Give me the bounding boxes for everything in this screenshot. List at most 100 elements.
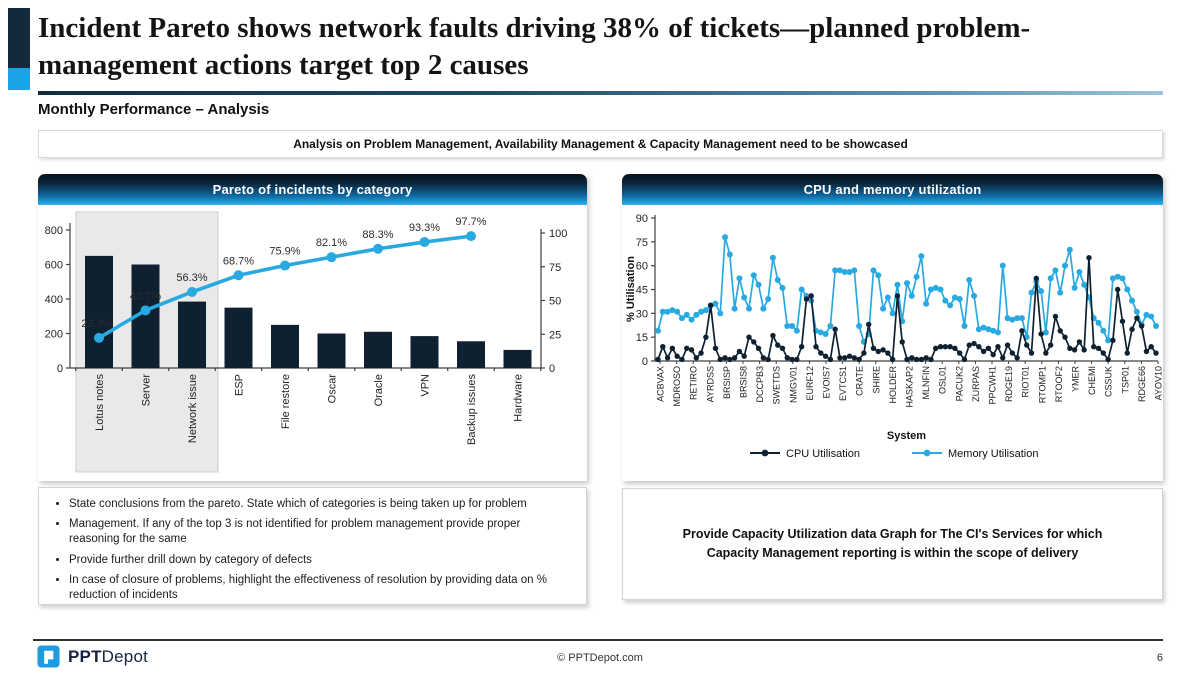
svg-text:File restore: File restore [280,374,292,429]
pareto-bars [85,255,532,368]
svg-text:800: 800 [45,225,63,237]
pareto-panel-title: Pareto of incidents by category [212,182,413,197]
svg-text:RTOMP1: RTOMP1 [1037,366,1047,403]
svg-text:ZURPAS: ZURPAS [971,366,981,402]
svg-text:RDGE66: RDGE66 [1137,366,1147,402]
bullet-item: In case of closure of problems, highligh… [69,573,574,603]
svg-text:50: 50 [549,296,561,308]
svg-text:75.9%: 75.9% [269,246,300,258]
svg-text:15: 15 [636,332,648,344]
svg-text:Oracle: Oracle [373,374,385,406]
svg-text:PPCWH1: PPCWH1 [988,366,998,405]
bar-VPN [410,336,439,368]
footer-copyright: © PPTDepot.com [557,652,643,664]
svg-text:RETIRO: RETIRO [689,366,699,400]
analysis-banner: Analysis on Problem Management, Availabi… [38,130,1163,158]
svg-text:AYRDSS: AYRDSS [705,366,715,402]
pareto-axis-labels: 0 200 400 600 800 0 25 50 75 100 [45,225,568,375]
series-line-Memory Utilisation [657,236,1157,345]
cumulative-markers [94,231,476,343]
svg-text:82.1%: 82.1% [316,237,347,249]
bar-Hardware [503,349,532,368]
svg-text:Lotus notes: Lotus notes [94,374,106,431]
svg-text:CHEMI: CHEMI [1087,366,1097,395]
svg-text:68.7%: 68.7% [223,255,254,267]
svg-text:600: 600 [45,260,63,272]
svg-text:0: 0 [549,363,555,375]
svg-text:Server: Server [141,374,153,407]
section-subtitle: Monthly Performance – Analysis [38,101,270,118]
bar-Backup issues [457,341,485,368]
svg-text:25: 25 [549,329,561,341]
svg-text:75: 75 [636,237,648,249]
cpu-memory-panel: CPU and memory utilization 0 15 30 45 60 75 90… [622,174,1164,481]
svg-text:30: 30 [636,308,648,320]
svg-text:56.3%: 56.3% [176,272,207,284]
svg-text:400: 400 [45,294,63,306]
pptdepot-logo-icon [37,645,60,668]
title-accent-navy-block [8,8,30,68]
logo-text-regular: Depot [101,646,149,666]
title-underline [38,91,1163,95]
svg-text:MLNFIN: MLNFIN [921,366,931,400]
svg-text:TSP01: TSP01 [1120,366,1130,394]
svg-text:93.3%: 93.3% [409,222,440,234]
cpu-memory-panel-header: CPU and memory utilization [622,174,1163,205]
svg-text:OSL01: OSL01 [938,366,948,394]
svg-text:97.7%: 97.7% [455,216,486,228]
bar-ESP [224,307,253,368]
svg-text:42.7%: 42.7% [130,290,161,302]
cpu-legend: CPU Utilisation Memory Utilisation [750,448,1038,460]
svg-text:SHIRE: SHIRE [871,366,881,394]
svg-text:200: 200 [45,329,63,341]
svg-text:45: 45 [636,285,648,297]
cumulative-data-labels: 22.3% 42.7% 56.3% 68.7% 75.9% 82.1% 88.3% 93.3%… [81,216,486,330]
y-axis-title: % Utilisation [625,256,637,322]
svg-text:MDROSO: MDROSO [672,366,682,407]
svg-text:CSSUK: CSSUK [1104,366,1114,397]
svg-text:Memory Utilisation: Memory Utilisation [948,448,1038,460]
cpu-y-axis-labels: 0 15 30 45 60 75 90 [636,213,648,368]
cpu-x-axis-labels: ACBVAX MDROSO RETIRO AYRDSS BRSISP BRSIS8 DCCP… [656,366,1164,408]
pptdepot-logo-text: PPTDepot [68,647,148,667]
svg-text:Oscar: Oscar [327,374,339,404]
svg-text:75: 75 [549,262,561,274]
svg-text:CPU Utilisation: CPU Utilisation [786,448,860,460]
page-number: 6 [1156,652,1163,664]
svg-text:SWETDS: SWETDS [772,366,782,405]
x-axis-title: System [887,430,926,442]
bullet-item: Provide further drill down by category o… [69,553,574,568]
svg-text:60: 60 [636,261,648,273]
title-accent-cyan-block [8,68,30,90]
bullet-item: Management. If any of the top 3 is not i… [69,517,574,547]
cpu-memory-chart-svg: 0 15 30 45 60 75 90 % Utilisation ACBVAX MDROSO RE… [625,213,1164,460]
svg-text:YMER: YMER [1071,366,1081,393]
svg-text:88.3%: 88.3% [362,229,393,241]
svg-text:HASKAP2: HASKAP2 [905,366,915,408]
svg-text:BRSISP: BRSISP [722,366,732,399]
svg-text:100: 100 [549,228,567,240]
capacity-note-text: Provide Capacity Utilization data Graph … [682,526,1103,560]
pareto-chart-svg: 0 200 400 600 800 0 25 50 75 100 22.3% 42.7% 56.3% 68… [45,211,568,473]
bar-Oscar [317,333,346,368]
svg-text:EVOIS7: EVOIS7 [822,366,832,399]
pareto-panel-header: Pareto of incidents by category [38,174,587,205]
svg-text:Hardware: Hardware [513,374,525,422]
pptdepot-logo: PPTDepot [36,644,148,669]
svg-text:ESP: ESP [234,374,246,396]
bar-Oracle [364,331,392,368]
cpu-memory-panel-title: CPU and memory utilization [803,182,982,197]
svg-text:22.3%: 22.3% [81,318,112,330]
pareto-chart-area: 0 200 400 600 800 0 25 50 75 100 22.3% 42.7% 56.3% 68… [38,205,587,481]
svg-text:90: 90 [636,213,648,225]
svg-text:BRSIS8: BRSIS8 [739,366,749,398]
svg-text:AYOV10: AYOV10 [1154,366,1164,400]
page-title: Incident Pareto shows network faults dri… [38,12,1031,82]
pareto-panel: Pareto of incidents by category 0 200 400 6… [38,174,587,481]
capacity-note-box: Provide Capacity Utilization data Graph … [622,488,1163,600]
pareto-category-labels: Lotus notes Server Network issue ESP File re… [94,374,525,445]
bar-File restore [271,324,299,368]
svg-text:ACBVAX: ACBVAX [656,366,666,402]
svg-text:RDGE19: RDGE19 [1004,366,1014,402]
